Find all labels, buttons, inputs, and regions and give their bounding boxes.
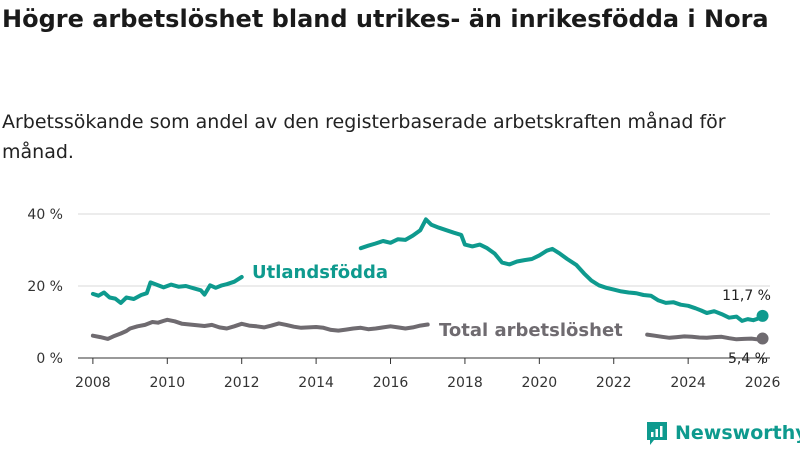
x-tick-label: 2016: [373, 375, 409, 391]
x-tick-label: 2014: [298, 375, 334, 391]
x-tick-label: 2012: [224, 375, 260, 391]
bar-chart-icon: [647, 422, 667, 445]
end-point-total: [756, 332, 769, 345]
series-line-utlandsfodda: [90, 217, 765, 323]
y-tick-label: 20 %: [27, 279, 63, 295]
series-line-total: [90, 317, 765, 342]
end-value-utlandsfodda: 11,7 %: [722, 288, 771, 304]
y-tick-label: 0 %: [36, 351, 63, 367]
end-value-total: 5,4 %: [728, 351, 768, 367]
series-label-total: Total arbetslöshet: [439, 320, 623, 341]
chart-title: Högre arbetslöshet bland utrikes- än inr…: [2, 5, 769, 33]
x-tick-label: 2018: [447, 375, 483, 391]
series-label-utlandsfodda: Utlandsfödda: [252, 262, 388, 283]
end-point-utlandsfodda: [756, 309, 769, 322]
x-tick-label: 2008: [75, 375, 111, 391]
chart-subtitle: Arbetssökande som andel av den registerb…: [2, 111, 726, 163]
y-tick-label: 40 %: [27, 207, 63, 223]
x-tick-label: 2020: [522, 375, 558, 391]
x-tick-label: 2010: [149, 375, 185, 391]
brand-name: Newsworthy: [675, 422, 800, 444]
newsworthy-logo: Newsworthy: [645, 419, 800, 447]
x-tick-label: 2024: [670, 375, 706, 391]
x-tick-label: 2022: [596, 375, 632, 391]
x-tick-label: 2026: [745, 375, 781, 391]
